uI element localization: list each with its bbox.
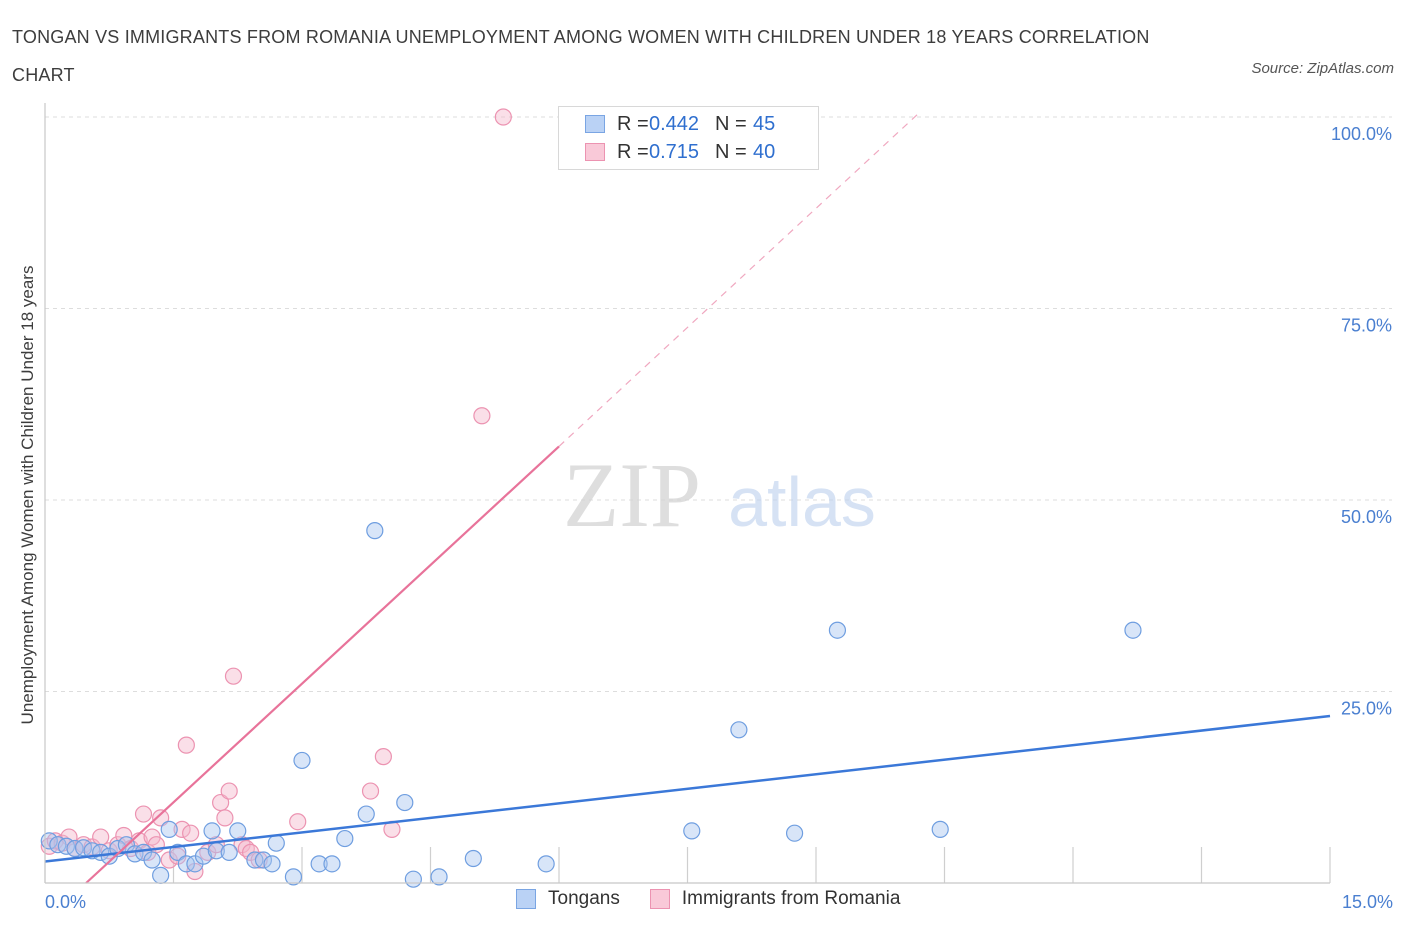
romania-point [177, 736, 195, 754]
tongans-trend-line [44, 714, 1331, 863]
romania-point [224, 667, 243, 685]
legend-n-label: N = [715, 112, 747, 135]
legend-row-tongans: R = 0.442 N = 45 [585, 110, 775, 138]
tongan-points [40, 522, 1142, 888]
x-tick-label: 0.0% [45, 892, 86, 912]
tongan-point [229, 822, 247, 840]
source-note: Source: ZipAtlas.com [1251, 60, 1394, 77]
romania-point [250, 851, 268, 869]
romania-point [220, 782, 238, 800]
watermark-atlas: atlas [728, 463, 876, 541]
legend-r-label: R = [617, 112, 649, 135]
tongan-point [49, 836, 67, 854]
legend-n-value: 40 [753, 140, 776, 163]
tongan-point [1124, 621, 1142, 639]
tongan-point [404, 870, 422, 888]
tongan-point [152, 866, 170, 884]
tongan-point [537, 855, 555, 873]
tongan-point [143, 851, 161, 869]
tongan-point [785, 824, 804, 842]
tongan-point [310, 855, 328, 873]
tongan-point [267, 834, 285, 852]
romania-point [134, 805, 153, 823]
romania-point [361, 782, 380, 800]
legend-n-label: N = [715, 140, 747, 163]
tongan-point [220, 843, 238, 861]
tongan-point [254, 851, 273, 869]
gridlines [45, 116, 1392, 692]
tongans-label: Tongans [548, 888, 620, 909]
correlation-legend: R = 0.442 N = 45 R = 0.715 N = 40 [558, 106, 819, 170]
tongan-point [194, 847, 213, 865]
legend-swatch-blue [585, 115, 605, 133]
romania-label: Immigrants from Romania [681, 888, 901, 909]
chart-title: TONGAN VS IMMIGRANTS FROM ROMANIA UNEMPL… [12, 27, 1150, 85]
legend-r-value: 0.442 [649, 112, 700, 135]
y-tick-label: 100.0% [1331, 124, 1392, 144]
x-tick-labels: 0.0% 15.0% [45, 892, 1393, 912]
romania-point [173, 820, 191, 838]
romania-point [92, 828, 110, 846]
romania-point [374, 748, 392, 766]
romania-point [494, 108, 512, 126]
x-tick-label: 15.0% [1342, 892, 1393, 912]
watermark-zip: ZIP [563, 444, 701, 546]
y-tick-label: 50.0% [1341, 507, 1392, 527]
romania-point [216, 809, 234, 827]
romania-point [182, 824, 200, 842]
tongan-point [828, 621, 847, 639]
legend-item-tongans[interactable]: Tongans [516, 888, 620, 910]
tongan-point [263, 855, 281, 873]
tongan-point [464, 849, 482, 868]
legend-n-value: 45 [753, 112, 776, 135]
y-tick-label: 75.0% [1341, 316, 1392, 336]
tongan-point [336, 829, 354, 848]
tongan-point [284, 868, 303, 886]
tongan-point [323, 855, 341, 873]
legend-swatch-pink [585, 143, 605, 161]
romania-trend-line [85, 445, 560, 884]
romania-point [289, 813, 307, 831]
series-legend: Tongans Immigrants from Romania [516, 888, 930, 910]
legend-row-romania: R = 0.715 N = 40 [585, 138, 775, 166]
romania-points [40, 108, 512, 881]
romania-trend-extension [558, 112, 920, 447]
legend-item-romania[interactable]: Immigrants from Romania [649, 888, 901, 910]
tongan-point [169, 843, 187, 861]
tongan-point [430, 868, 448, 886]
tongan-point [160, 820, 178, 838]
legend-r-label: R = [617, 140, 649, 163]
trend-lines [44, 112, 1331, 884]
romania-point [152, 809, 170, 827]
tongan-point [730, 721, 748, 739]
legend-r-value: 0.715 [649, 140, 700, 163]
y-tick-labels: 100.0% 75.0% 50.0% 25.0% [1331, 124, 1392, 719]
tongans-swatch [516, 889, 536, 909]
tongan-point [357, 805, 375, 823]
axes [44, 103, 1330, 884]
romania-swatch [649, 889, 670, 909]
tongan-point [203, 822, 221, 840]
tongan-point [366, 522, 384, 540]
y-tick-label: 25.0% [1341, 699, 1392, 719]
romania-point [473, 407, 491, 425]
tongan-point [931, 820, 949, 838]
tongan-point [66, 839, 84, 858]
watermark: ZIP atlas [563, 444, 876, 546]
tongan-point [396, 793, 414, 812]
tongan-point [683, 822, 701, 840]
tongan-point [293, 751, 311, 770]
